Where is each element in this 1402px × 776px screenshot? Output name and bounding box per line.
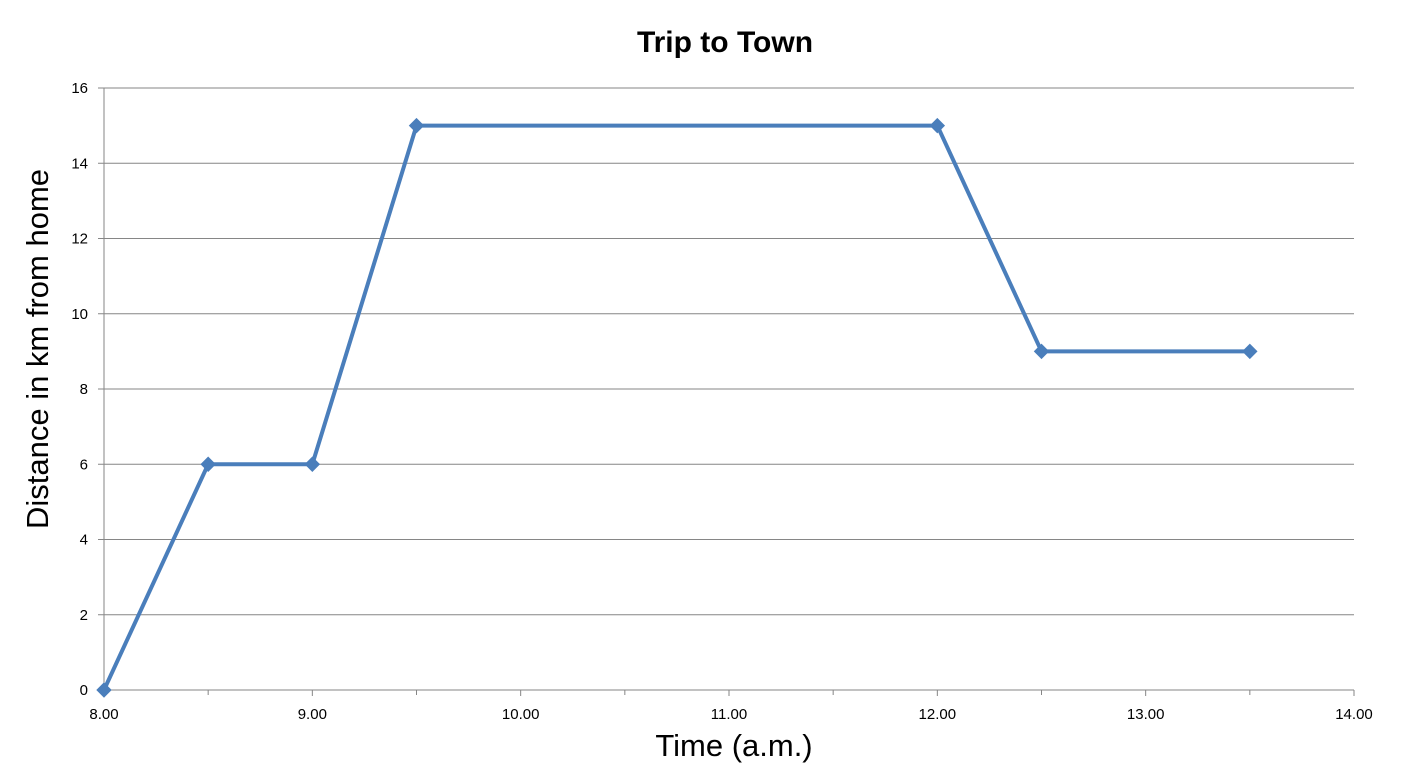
series-line <box>102 123 1250 691</box>
data-point <box>96 682 112 698</box>
y-tick-label: 16 <box>71 80 88 97</box>
y-tick-label: 14 <box>71 155 88 172</box>
y-tick-label: 0 <box>80 682 88 699</box>
y-tick-label: 8 <box>80 381 88 398</box>
x-axis-title: Time (a.m.) <box>655 728 812 763</box>
data-point <box>408 117 425 134</box>
x-tick-label: 14.00 <box>1335 706 1373 723</box>
y-tick-label: 6 <box>80 456 88 473</box>
x-tick-label: 11.00 <box>711 706 747 723</box>
data-point <box>929 117 946 134</box>
y-tick-label: 10 <box>71 306 88 323</box>
x-tick-label: 13.00 <box>1127 706 1165 723</box>
x-tick-label: 12.00 <box>919 706 957 723</box>
data-point <box>304 456 321 472</box>
data-point <box>200 456 216 472</box>
data-point <box>1033 343 1050 360</box>
chart-title: Trip to Town <box>637 26 813 59</box>
y-tick-label: 2 <box>80 607 88 624</box>
x-tick-labels: 8.00 9.00 10.00 11.00 12.00 13.00 14.00 <box>89 706 1372 723</box>
y-tick-label: 12 <box>71 231 88 248</box>
series <box>96 117 1258 698</box>
data-point <box>1242 343 1258 360</box>
x-tick-label: 10.00 <box>502 706 540 723</box>
y-tick-label: 4 <box>80 532 88 549</box>
x-tick-label: 9.00 <box>298 706 327 723</box>
y-tick-labels: 0 2 4 6 8 10 12 14 16 <box>71 80 88 699</box>
y-axis-title: Distance in km from home <box>20 169 55 529</box>
x-tick-label: 8.00 <box>89 706 118 723</box>
axes <box>98 87 1355 696</box>
